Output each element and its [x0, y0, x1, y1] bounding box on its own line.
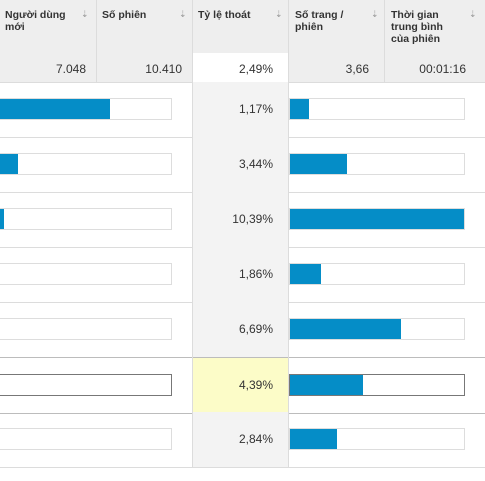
table-row[interactable]: 10,39% [0, 192, 485, 248]
sort-arrow-icon[interactable]: ⇣ [469, 9, 477, 19]
pages-per-session-bar-track [289, 374, 465, 396]
sessions-bar-track [0, 428, 172, 450]
pages-per-session-bar-track [289, 428, 465, 450]
table-header [0, 0, 485, 53]
column-label-bounce-rate: Tỷ lệ thoát [198, 9, 251, 21]
bounce-rate-cell: 10,39% [192, 192, 288, 247]
bounce-rate-cell: 6,69% [192, 302, 288, 357]
table-row[interactable]: 3,44% [0, 137, 485, 193]
sessions-bar [0, 154, 18, 174]
column-divider [192, 0, 193, 82]
column-label-avg-session-duration: Thời gian trung bình của phiên [391, 9, 443, 45]
sort-arrow-icon[interactable]: ⇣ [275, 9, 283, 19]
pages-per-session-bar-track [289, 208, 465, 230]
sessions-bar-track [0, 263, 172, 285]
column-divider [96, 0, 97, 82]
table-row[interactable]: 4,39% [0, 357, 485, 414]
pages-per-session-bar-track [289, 153, 465, 175]
pages-per-session-bar [290, 154, 348, 174]
pages-per-session-bar-track [289, 98, 465, 120]
sessions-bar [0, 209, 4, 229]
column-divider [288, 0, 289, 82]
table-row[interactable]: 1,17% [0, 82, 485, 138]
sort-arrow-icon[interactable]: ⇣ [179, 9, 187, 19]
column-header-avg-session-duration[interactable]: Thời gian trung bình của phiên [391, 0, 453, 53]
table-row[interactable]: 6,69% [0, 302, 485, 358]
pages-per-session-bar [290, 209, 464, 229]
sort-arrow-icon[interactable]: ⇣ [81, 9, 89, 19]
bounce-rate-cell: 4,39% [192, 358, 288, 413]
column-label-sessions: Số phiên [102, 9, 147, 21]
sessions-bar-track [0, 318, 172, 340]
table-row[interactable]: 2,84% [0, 412, 485, 468]
column-divider [288, 82, 289, 467]
total-sessions: 10.410 [145, 62, 182, 76]
column-label-new-users: Người dùng mới [5, 9, 66, 33]
column-divider [192, 82, 193, 467]
column-label-pages-per-session: Số trang / phiên [295, 9, 344, 33]
total-avg-session-duration: 00:01:16 [419, 62, 466, 76]
bounce-rate-cell: 1,17% [192, 82, 288, 137]
table-row[interactable]: 1,86% [0, 247, 485, 303]
sort-arrow-icon[interactable]: ⇣ [371, 9, 379, 19]
pages-per-session-bar [290, 99, 310, 119]
pages-per-session-bar [290, 264, 322, 284]
pages-per-session-bar-track [289, 263, 465, 285]
pages-per-session-bar-track [289, 318, 465, 340]
column-header-sessions[interactable]: Số phiên [102, 0, 180, 53]
pages-per-session-bar [290, 375, 364, 395]
column-header-bounce-rate[interactable]: Tỷ lệ thoát [198, 0, 268, 53]
total-new-users: 7.048 [55, 62, 86, 76]
bounce-rate-cell: 2,84% [192, 412, 288, 467]
sessions-bar-track [0, 374, 172, 396]
pages-per-session-bar [290, 429, 337, 449]
bounce-rate-cell: 1,86% [192, 247, 288, 302]
sessions-bar-track [0, 153, 172, 175]
sessions-bar-track [0, 98, 172, 120]
bounce-rate-cell: 3,44% [192, 137, 288, 192]
total-pages-per-session: 3,66 [345, 62, 369, 76]
column-header-new-users[interactable]: Người dùng mới [5, 0, 75, 53]
column-divider [384, 0, 385, 82]
pages-per-session-bar [290, 319, 402, 339]
sessions-bar [0, 99, 111, 119]
sessions-bar-track [0, 208, 172, 230]
total-bounce-rate: 2,49% [193, 53, 288, 82]
column-header-pages-per-session[interactable]: Số trang / phiên [295, 0, 365, 53]
